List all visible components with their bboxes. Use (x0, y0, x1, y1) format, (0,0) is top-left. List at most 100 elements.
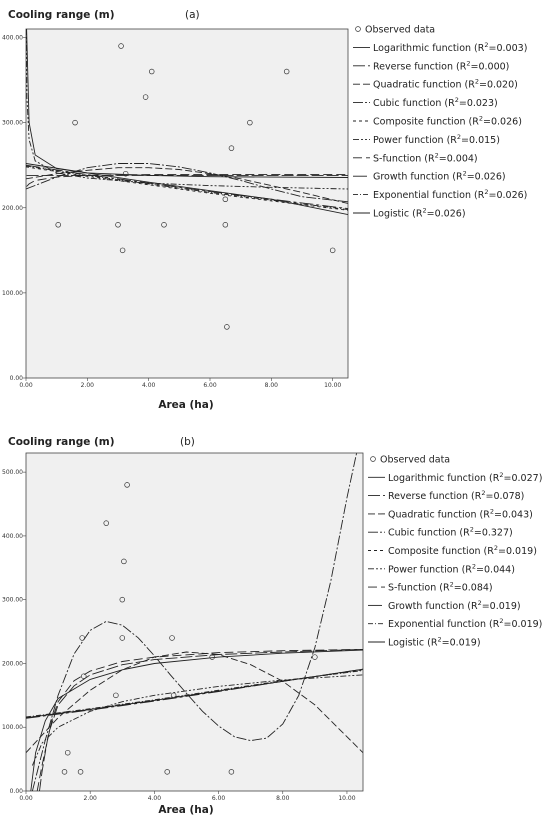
legend-r2-label: R (478, 43, 485, 54)
legend-series-name: Growth function (373, 172, 449, 183)
legend-r2-sup: 2 (435, 151, 439, 159)
legend-r2-sup: 2 (484, 41, 488, 49)
x-tick-label-b: 10.00 (338, 795, 355, 802)
legend-series-name: Logarithmic function (373, 43, 471, 54)
legend-label-b-8: Growth function (R2=0.019) (388, 599, 521, 612)
legend-space: ( (459, 564, 466, 575)
observed-point-a (142, 94, 149, 100)
legend-r2-label: R (456, 172, 463, 183)
legend-label-a-6: Power function (R2=0.015) (373, 133, 500, 146)
series-line-a-5 (26, 166, 348, 211)
legend-label-a-9: Exponential function (R2=0.026) (373, 188, 527, 201)
legend-close: ) (506, 61, 510, 72)
plot-area-a (25, 28, 349, 379)
legend-r2-label: R (416, 209, 423, 220)
y-tick-label-b: 0.00 (10, 788, 24, 795)
plot-area-b (25, 452, 364, 792)
legend-marker-observed-a (355, 26, 361, 32)
legend-r2-value: =0.027 (504, 473, 539, 484)
x-tick-label-b: 4.00 (148, 795, 162, 802)
legend-series-name: Logistic (388, 638, 424, 649)
legend-close: ) (494, 98, 498, 109)
legend-r2-sup: 2 (484, 188, 488, 196)
legend-r2-label: R (428, 153, 435, 164)
legend-r2-sup: 2 (472, 562, 476, 570)
observed-point-b (169, 635, 175, 641)
legend-series-name: Logistic (373, 209, 409, 220)
panel-b-label: (b) (180, 436, 195, 448)
legend-r2-label: R (468, 80, 475, 91)
legend-r2-value: =0.020 (479, 80, 514, 91)
legend-r2-sup: 2 (463, 170, 467, 178)
observed-point-a (247, 119, 253, 126)
legend-series-name: Power function (373, 135, 444, 146)
observed-point-b (209, 654, 215, 660)
legend-space: ( (481, 546, 488, 557)
legend-close: ) (489, 583, 493, 594)
legend-space: ( (436, 583, 443, 594)
legend-r2-sup: 2 (438, 636, 442, 644)
panel-a: Cooling range (m) (a) Area (ha) 0.00 100.… (2, 9, 527, 411)
legend-r2-label: R (472, 117, 479, 128)
legend-close: ) (539, 473, 543, 484)
legend-r2-value: =0.004 (439, 153, 474, 164)
legend-series-name: Growth function (388, 601, 464, 612)
legend-r2-value: =0.015 (461, 135, 496, 146)
legend-close: ) (517, 601, 521, 612)
legend-r2-label: R (463, 528, 470, 539)
legend-r2-value: =0.019 (504, 619, 539, 630)
legend-r2-sup: 2 (457, 133, 461, 141)
legend-close: ) (533, 546, 537, 557)
legend-r2-value: =0.044 (476, 564, 511, 575)
observed-point-b (103, 520, 109, 526)
panel-a-label: (a) (185, 9, 200, 21)
legend-r2-value: =0.043 (494, 509, 529, 520)
series-line-a-8 (26, 164, 348, 210)
legend-close: ) (511, 564, 515, 575)
legend-close: ) (518, 117, 522, 128)
legend-close: ) (502, 172, 506, 183)
observed-point-b (113, 692, 119, 699)
legend-r2-value: =0.019 (442, 638, 477, 649)
legend-r2-sup: 2 (455, 96, 459, 104)
legend-r2-label: R (460, 61, 467, 72)
observed-point-a (224, 324, 230, 330)
observed-points-b (61, 482, 318, 775)
legend-close: ) (462, 209, 466, 220)
legend-close: ) (539, 619, 543, 630)
observed-point-b (81, 673, 87, 679)
x-tick-label-a: 4.00 (142, 382, 156, 389)
legend-r2-sup: 2 (490, 507, 494, 515)
legend-r2-sup: 2 (450, 581, 454, 589)
legend-r2-value: =0.026 (489, 190, 524, 201)
legend-label-a-7: S-function (R2=0.004) (373, 151, 478, 164)
observed-point-b (119, 635, 126, 641)
legend-label-a-3: Quadratic function (R2=0.020) (373, 78, 518, 91)
observed-point-a (161, 222, 167, 228)
series-line-b-6 (31, 674, 363, 766)
x-tick-label-b: 6.00 (212, 795, 226, 802)
legend-r2-label: R (431, 638, 438, 649)
observed-point-b (121, 558, 127, 565)
observed-point-a (119, 247, 126, 254)
legend-label-b-2: Reverse function (R2=0.078) (388, 489, 524, 502)
observed-point-b (170, 692, 177, 699)
y-tick-label-b: 300.00 (2, 597, 23, 604)
series-line-b-3 (26, 651, 363, 754)
series-line-b-10 (26, 668, 363, 719)
x-tick-label-a: 6.00 (203, 382, 217, 389)
legend-r2-label: R (471, 601, 478, 612)
legend-close: ) (509, 528, 513, 539)
legend-r2-sup: 2 (499, 471, 503, 479)
legend-r2-value: =0.000 (471, 61, 506, 72)
legend-series-name: Quadratic function (373, 80, 462, 91)
legend-close: ) (514, 80, 518, 91)
observed-point-b (164, 769, 170, 775)
legend-series-name: Power function (388, 564, 459, 575)
y-tick-label-a: 200.00 (2, 205, 23, 212)
series-line-a-10 (26, 163, 348, 216)
legend-r2-value: =0.026 (483, 117, 518, 128)
legend-space: ( (456, 528, 463, 539)
panel-a-ylabel: Cooling range (m) (8, 9, 115, 21)
